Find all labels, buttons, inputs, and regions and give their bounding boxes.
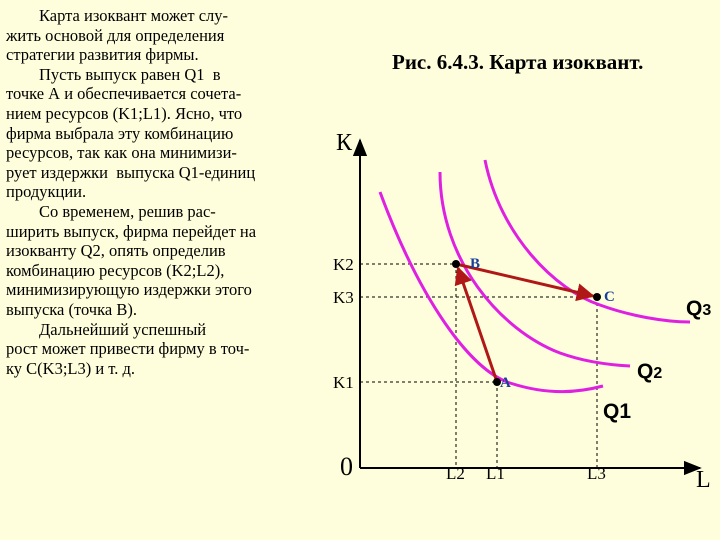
x-tick-l2: L2 <box>446 464 465 483</box>
isoquant-q1-label: Q1 <box>603 400 631 423</box>
figure-caption: Рис. 6.4.3. Карта изоквант. <box>392 50 644 74</box>
text-line: точке А и обеспечивается сочета- <box>6 84 242 104</box>
text-line: минимизирующую издержки этого <box>6 280 252 300</box>
text-line: Дальнейший успешный <box>6 319 207 339</box>
text-line: Карта изоквант может слу- <box>6 6 229 25</box>
y-tick-k2: K2 <box>333 255 354 274</box>
point-c-dot <box>593 293 601 301</box>
point-a-dot <box>493 378 501 386</box>
y-tick-k1: K1 <box>333 373 354 392</box>
y-axis-label: К <box>336 130 353 156</box>
text-line: рост может привести фирму в точ- <box>6 339 250 359</box>
text-line: фирма выбрала эту комбинацию <box>6 123 234 143</box>
x-tick-l1: L1 <box>486 464 505 483</box>
point-b-dot <box>452 260 460 268</box>
text-line: ку С(K3;L3) и т. д. <box>6 358 136 378</box>
text-line: комбинацию ресурсов (K2;L2), <box>6 260 225 280</box>
y-tick-k3: K3 <box>333 288 354 307</box>
text-line: жить основой для определения <box>6 25 225 45</box>
isoquant-q3-curve <box>483 159 691 324</box>
point-b-label: В <box>470 256 480 272</box>
path-a-to-b <box>454 266 499 383</box>
text-line: стратегии развития фирмы. <box>6 45 199 65</box>
text-line: Пусть выпуск равен Q1 в <box>6 64 221 84</box>
isoquant-q3-label: Q3 <box>686 297 711 320</box>
explanation-text: Карта изоквант может слу- жить основой д… <box>6 6 318 378</box>
origin-label: 0 <box>340 452 353 481</box>
isoquant-q2-curve <box>438 171 631 368</box>
path-b-to-c <box>455 262 595 302</box>
text-line: рует издержки выпуска Q1-единиц <box>6 162 256 182</box>
x-tick-l3: L3 <box>587 464 606 483</box>
point-c-label: С <box>604 289 615 305</box>
point-a-label: А <box>500 375 511 391</box>
text-line: продукции. <box>6 182 87 202</box>
text-line: нием ресурсов (K1;L1). Ясно, что <box>6 103 243 123</box>
text-line: ресурсов, так как она минимизи- <box>6 143 237 163</box>
text-line: ширить выпуск, фирма перейдет на <box>6 221 257 241</box>
x-axis-label: L <box>696 467 711 493</box>
isoquant-q2-label: Q2 <box>637 360 662 383</box>
text-line: Со временем, решив рас- <box>6 201 216 221</box>
text-line: изокванту Q2, опять определив <box>6 241 226 261</box>
text-line: выпуска (точка В). <box>6 299 137 319</box>
